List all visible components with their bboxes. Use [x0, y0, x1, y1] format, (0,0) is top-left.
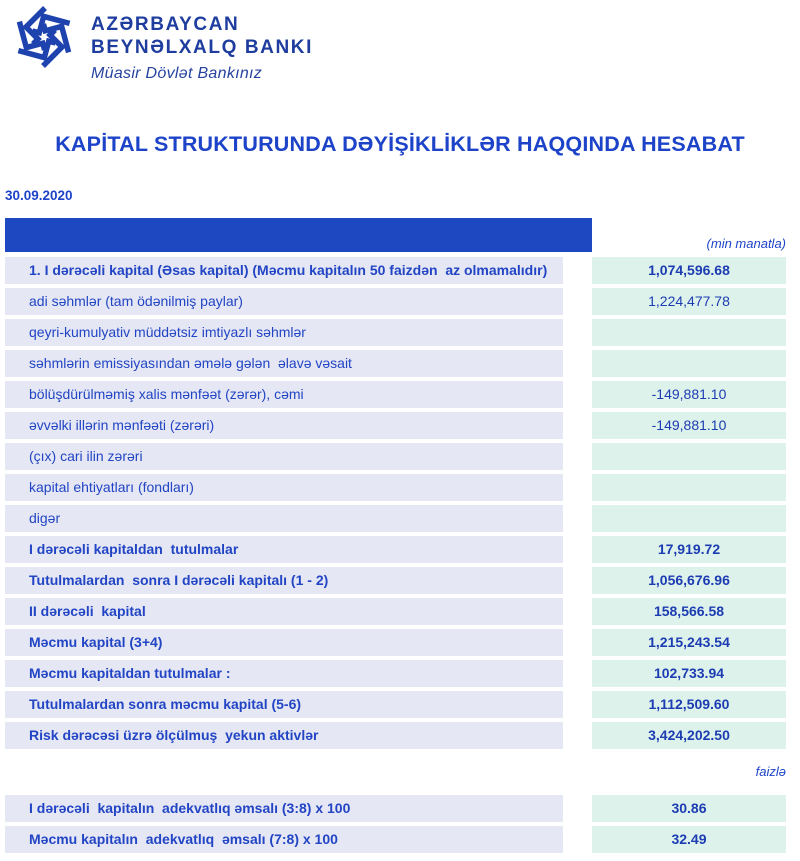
- column-gap: [563, 505, 592, 532]
- row-value: 1,056,676.96: [592, 567, 786, 594]
- column-gap: [563, 795, 592, 822]
- row-value: 30.86: [592, 795, 786, 822]
- row-label: I dərəcəli kapitaldan tutulmalar: [5, 536, 563, 563]
- table-row: bölüşdürülməmiş xalis mənfəət (zərər), c…: [5, 381, 786, 408]
- table-header-row: (min manatla): [5, 218, 786, 252]
- report-date: 30.09.2020: [5, 188, 73, 203]
- table-row: Tutulmalardan sonra I dərəcəli kapitalı …: [5, 567, 786, 594]
- row-label: bölüşdürülməmiş xalis mənfəət (zərər), c…: [5, 381, 563, 408]
- row-label: Tutulmalardan sonra I dərəcəli kapitalı …: [5, 567, 563, 594]
- row-value: 1,224,477.78: [592, 288, 786, 315]
- bank-name-line1: AZƏRBAYCAN: [91, 14, 240, 35]
- row-value: -149,881.10: [592, 412, 786, 439]
- table-row-ratio: I dərəcəli kapitalın adekvatlıq əmsalı (…: [5, 795, 786, 822]
- bank-logo-icon: [16, 6, 72, 68]
- row-value: 102,733.94: [592, 660, 786, 687]
- column-gap: [563, 443, 592, 470]
- table-row: Tutulmalardan sonra məcmu kapital (5-6) …: [5, 691, 786, 718]
- unit-label-faizle: faizlə: [755, 763, 786, 779]
- row-value: 1,074,596.68: [592, 257, 786, 284]
- row-label: kapital ehtiyatları (fondları): [5, 474, 563, 501]
- table-row: Məcmu kapital (3+4) 1,215,243.54: [5, 629, 786, 656]
- table-row-ratio: Məcmu kapitalın adekvatlıq əmsalı (7:8) …: [5, 826, 786, 853]
- column-gap: [563, 536, 592, 563]
- capital-table: (min manatla) 1. I dərəcəli kapital (Əsa…: [5, 218, 786, 857]
- table-row: kapital ehtiyatları (fondları): [5, 474, 786, 501]
- column-gap: [563, 826, 592, 853]
- row-label: Məcmu kapitaldan tutulmalar :: [5, 660, 563, 687]
- row-label: qeyri-kumulyativ müddətsiz imtiyazlı səh…: [5, 319, 563, 346]
- column-gap: [563, 598, 592, 625]
- row-label: I dərəcəli kapitalın adekvatlıq əmsalı (…: [5, 795, 563, 822]
- table-row: Risk dərəcəsi üzrə ölçülmuş yekun aktivl…: [5, 722, 786, 749]
- column-gap: [563, 691, 592, 718]
- row-value: [592, 505, 786, 532]
- table-row: (çıx) cari ilin zərəri: [5, 443, 786, 470]
- row-label: əvvəlki illərin mənfəəti (zərəri): [5, 412, 563, 439]
- table-header-bar: [5, 218, 592, 252]
- row-value: [592, 319, 786, 346]
- row-label: Tutulmalardan sonra məcmu kapital (5-6): [5, 691, 563, 718]
- row-label: Risk dərəcəsi üzrə ölçülmuş yekun aktivl…: [5, 722, 563, 749]
- column-gap: [563, 319, 592, 346]
- table-row: səhmlərin emissiyasından əmələ gələn əla…: [5, 350, 786, 377]
- row-value: 158,566.58: [592, 598, 786, 625]
- column-gap: [563, 722, 592, 749]
- bank-name-line2: BEYNƏLXALQ BANKI: [91, 37, 314, 59]
- column-gap: [563, 257, 592, 284]
- bank-text-block: AZƏRBAYCAN BEYNƏLXALQ BANKI Müasir Dövlə…: [91, 5, 313, 83]
- row-label: Məcmu kapitalın adekvatlıq əmsalı (7:8) …: [5, 826, 563, 853]
- row-label: digər: [5, 505, 563, 532]
- row-value: [592, 474, 786, 501]
- unit-label-min-manatla: (min manatla): [706, 236, 786, 251]
- table-row: 1. I dərəcəli kapital (Əsas kapital) (Mə…: [5, 257, 786, 284]
- row-value: -149,881.10: [592, 381, 786, 408]
- row-value: 3,424,202.50: [592, 722, 786, 749]
- column-gap: [563, 381, 592, 408]
- column-gap: [563, 412, 592, 439]
- bank-tagline: Müasir Dövlət Bankınız: [91, 65, 263, 83]
- row-label: adi səhmlər (tam ödənilmiş paylar): [5, 288, 563, 315]
- row-label: (çıx) cari ilin zərəri: [5, 443, 563, 470]
- row-value: [592, 443, 786, 470]
- table-row: əvvəlki illərin mənfəəti (zərəri) -149,8…: [5, 412, 786, 439]
- row-value: 17,919.72: [592, 536, 786, 563]
- column-gap: [563, 350, 592, 377]
- table-row: II dərəcəli kapital 158,566.58: [5, 598, 786, 625]
- table-row: Məcmu kapitaldan tutulmalar : 102,733.94: [5, 660, 786, 687]
- row-value: 1,215,243.54: [592, 629, 786, 656]
- row-value: [592, 350, 786, 377]
- column-gap: [563, 474, 592, 501]
- row-label: Məcmu kapital (3+4): [5, 629, 563, 656]
- table-row: qeyri-kumulyativ müddətsiz imtiyazlı səh…: [5, 319, 786, 346]
- table-row: digər: [5, 505, 786, 532]
- column-gap: [563, 288, 592, 315]
- report-title: KAPİTAL STRUKTURUNDA DƏYİŞİKLİKLƏR HAQQI…: [55, 132, 745, 156]
- table-row: adi səhmlər (tam ödənilmiş paylar) 1,224…: [5, 288, 786, 315]
- row-value: 1,112,509.60: [592, 691, 786, 718]
- bank-name: AZƏRBAYCAN BEYNƏLXALQ BANKI: [91, 13, 313, 59]
- column-gap: [563, 629, 592, 656]
- row-label: səhmlərin emissiyasından əmələ gələn əla…: [5, 350, 563, 377]
- table-row: I dərəcəli kapitaldan tutulmalar 17,919.…: [5, 536, 786, 563]
- bank-header: AZƏRBAYCAN BEYNƏLXALQ BANKI Müasir Dövlə…: [10, 5, 313, 83]
- row-label: II dərəcəli kapital: [5, 598, 563, 625]
- row-label: 1. I dərəcəli kapital (Əsas kapital) (Mə…: [5, 257, 563, 284]
- row-value: 32.49: [592, 826, 786, 853]
- column-gap: [563, 660, 592, 687]
- column-gap: [563, 567, 592, 594]
